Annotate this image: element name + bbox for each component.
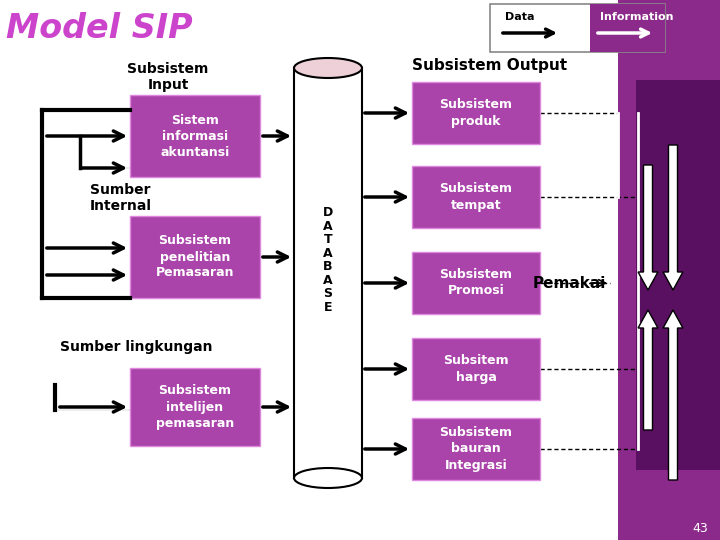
FancyBboxPatch shape bbox=[412, 82, 540, 144]
FancyBboxPatch shape bbox=[412, 418, 540, 480]
Text: Information: Information bbox=[600, 12, 673, 22]
Text: Model SIP: Model SIP bbox=[6, 11, 193, 44]
Bar bbox=[618, 0, 720, 540]
FancyBboxPatch shape bbox=[412, 166, 540, 228]
Text: Subsistem
produk: Subsistem produk bbox=[439, 98, 513, 127]
Text: Subsistem
Promosi: Subsistem Promosi bbox=[439, 268, 513, 298]
Text: D
A
T
A
B
A
S
E: D A T A B A S E bbox=[323, 206, 333, 314]
FancyBboxPatch shape bbox=[130, 216, 260, 298]
FancyBboxPatch shape bbox=[412, 252, 540, 314]
Text: 43: 43 bbox=[692, 522, 708, 535]
FancyBboxPatch shape bbox=[130, 95, 260, 177]
Bar bbox=[590, 4, 665, 52]
FancyArrow shape bbox=[638, 165, 658, 290]
Bar bbox=[490, 4, 665, 52]
Text: Subsistem
penelitian
Pemasaran: Subsistem penelitian Pemasaran bbox=[156, 234, 234, 280]
Text: Sumber
Internal: Sumber Internal bbox=[90, 183, 152, 213]
FancyArrow shape bbox=[663, 145, 683, 290]
Text: Sumber lingkungan: Sumber lingkungan bbox=[60, 340, 212, 354]
FancyArrow shape bbox=[663, 310, 683, 480]
Text: Subsistem
intelijen
pemasaran: Subsistem intelijen pemasaran bbox=[156, 384, 234, 429]
Text: Subsistem Output: Subsistem Output bbox=[413, 58, 567, 73]
FancyBboxPatch shape bbox=[130, 368, 260, 446]
Text: Subsistem
Input: Subsistem Input bbox=[127, 62, 209, 92]
FancyArrow shape bbox=[638, 310, 658, 430]
Text: Subsistem
tempat: Subsistem tempat bbox=[439, 183, 513, 212]
FancyBboxPatch shape bbox=[412, 338, 540, 400]
Text: Subsistem
bauran
Integrasi: Subsistem bauran Integrasi bbox=[439, 427, 513, 471]
Ellipse shape bbox=[294, 58, 362, 78]
Text: Data: Data bbox=[505, 12, 534, 22]
Text: Sistem
informasi
akuntansi: Sistem informasi akuntansi bbox=[161, 113, 230, 159]
Ellipse shape bbox=[294, 468, 362, 488]
Text: Pemakai: Pemakai bbox=[533, 275, 606, 291]
Bar bbox=[636, 80, 720, 470]
Bar bbox=[294, 68, 362, 478]
Text: Subsitem
harga: Subsitem harga bbox=[444, 354, 509, 383]
